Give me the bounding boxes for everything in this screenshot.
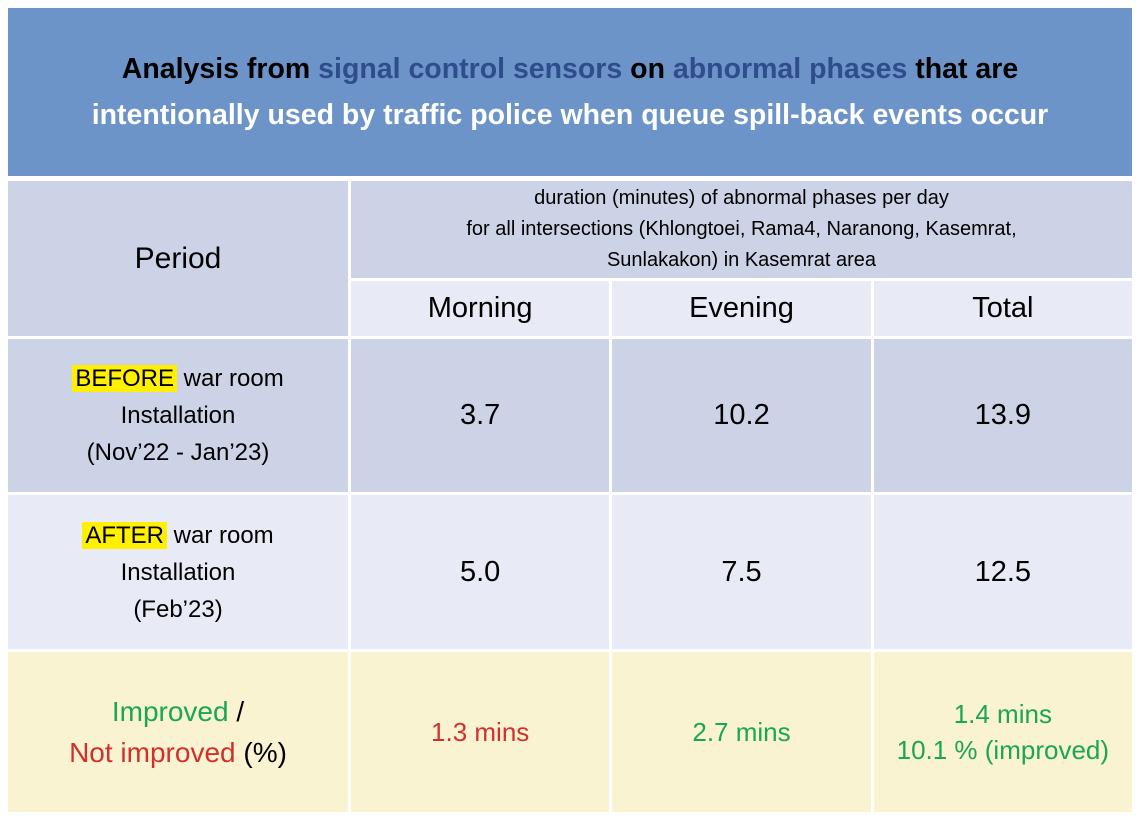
improved-row-label-cell: Improved / Not improved (%) — [8, 652, 348, 812]
title-seg-accent-2: abnormal phases — [672, 53, 908, 85]
improved-label-pct: (%) — [235, 737, 287, 768]
after-morning-value-cell: 5.0 — [351, 495, 610, 649]
improved-total-value-line-1: 1.4 mins — [953, 699, 1052, 729]
title-banner: Analysis from signal control sensors on … — [8, 8, 1132, 176]
after-row-label-cell: AFTER war room Installation (Feb’23) — [8, 495, 348, 649]
duration-line-2: for all intersections (Khlongtoei, Rama4… — [466, 218, 1017, 240]
after-evening-value-cell: 7.5 — [612, 495, 871, 649]
title-seg-plain-1: Analysis from — [121, 53, 319, 85]
before-row-label-cell: BEFORE war room Installation (Nov’22 - J… — [8, 339, 348, 492]
after-total-value: 12.5 — [974, 555, 1032, 588]
before-morning-value-cell: 3.7 — [351, 339, 610, 492]
header-morning-cell: Morning — [351, 281, 610, 336]
before-row-label-line-3: (Nov’22 - Jan’23) — [86, 439, 270, 466]
after-morning-value: 5.0 — [460, 555, 501, 588]
after-row-label-line-3: (Feb’23) — [133, 595, 223, 623]
header-total-cell: Total — [873, 281, 1132, 336]
title-seg-plain-3: that are — [907, 53, 1019, 85]
before-label-rest: war room — [177, 365, 284, 392]
after-total-value-cell: 12.5 — [873, 495, 1132, 649]
not-improved-label-red: Not improved — [69, 737, 236, 768]
title-line-1: Analysis from signal control sensors on … — [122, 46, 1018, 92]
header-duration-cell: duration (minutes) of abnormal phases pe… — [351, 181, 1132, 278]
improved-morning-value-cell: 1.3 mins — [351, 652, 610, 812]
period-label: Period — [134, 241, 222, 275]
improved-total-value-line-2: 10.1 % (improved) — [896, 735, 1110, 765]
before-total-value: 13.9 — [974, 399, 1032, 431]
after-label-rest: war room — [166, 521, 274, 549]
improved-label-green: Improved — [111, 696, 229, 727]
after-row-label-line-1: AFTER war room — [82, 517, 274, 554]
improved-evening-value: 2.7 mins — [692, 717, 791, 747]
evening-column-label: Evening — [689, 292, 794, 324]
title-seg-plain-2: on — [622, 53, 673, 85]
before-highlight: BEFORE — [72, 365, 177, 392]
before-total-value-cell: 13.9 — [873, 339, 1132, 492]
after-evening-value: 7.5 — [721, 555, 762, 588]
title-line-2: intentionally used by traffic police whe… — [91, 99, 1049, 131]
duration-line-1: duration (minutes) of abnormal phases pe… — [534, 187, 949, 209]
header-period-cell: Period — [8, 181, 348, 336]
improved-evening-value-cell: 2.7 mins — [612, 652, 871, 812]
morning-column-label: Morning — [427, 292, 533, 324]
after-row-label-line-2: Installation — [120, 558, 236, 586]
improved-morning-value: 1.3 mins — [431, 717, 530, 747]
header-evening-cell: Evening — [612, 281, 871, 336]
before-evening-value: 10.2 — [713, 399, 770, 431]
before-row-label-line-1: BEFORE war room — [72, 360, 284, 397]
before-evening-value-cell: 10.2 — [612, 339, 871, 492]
duration-line-3: Sunlakakon) in Kasemrat area — [606, 249, 877, 271]
data-table: Period duration (minutes) of abnormal ph… — [8, 181, 1132, 812]
improved-label-line-1: Improved / — [112, 691, 244, 732]
after-highlight: AFTER — [82, 521, 167, 549]
before-morning-value: 3.7 — [460, 399, 501, 431]
improved-label-line-2: Not improved (%) — [69, 732, 287, 773]
before-row-label-line-2: Installation — [120, 402, 236, 429]
title-seg-accent-1: signal control sensors — [318, 53, 623, 85]
total-column-label: Total — [972, 292, 1034, 324]
improved-total-value-cell: 1.4 mins 10.1 % (improved) — [873, 652, 1132, 812]
improved-label-slash: / — [228, 696, 245, 727]
